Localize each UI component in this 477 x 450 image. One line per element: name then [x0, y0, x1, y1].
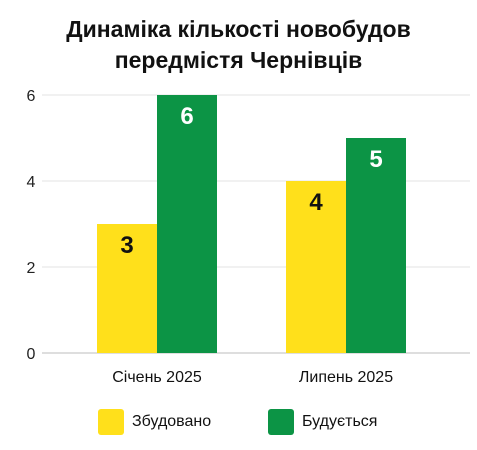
y-axis-tick-labels: 0 2 4 6	[27, 88, 36, 363]
data-label-built-1: 4	[309, 189, 323, 216]
x-tick-label-0: Січень 2025	[112, 369, 202, 386]
bar-chart: 0 2 4 6 3 6 4 5 Січень 2025 Липень 2025	[27, 88, 470, 386]
data-label-under-construction-0: 6	[180, 103, 193, 130]
legend-item-built: Збудовано	[98, 405, 211, 439]
y-tick-label-2: 2	[27, 260, 36, 277]
y-tick-label-4: 4	[27, 174, 36, 191]
legend: Збудовано Будується	[0, 405, 477, 439]
bar-under-construction-0	[157, 95, 217, 353]
legend-swatch-built	[98, 409, 124, 435]
legend-item-under-construction: Будується	[268, 405, 377, 439]
y-tick-label-6: 6	[27, 88, 36, 105]
data-label-under-construction-1: 5	[369, 146, 382, 173]
bars: 3 6 4 5	[97, 95, 406, 353]
chart-title-line-2: передмістя Чернівців	[114, 47, 363, 73]
legend-swatch-under-construction	[268, 409, 294, 435]
bar-built-0	[97, 224, 157, 353]
legend-label-built: Збудовано	[132, 413, 212, 430]
x-axis-tick-labels: Січень 2025 Липень 2025	[112, 369, 393, 386]
bar-under-construction-1	[346, 138, 406, 353]
x-tick-label-1: Липень 2025	[299, 369, 393, 386]
y-tick-label-0: 0	[27, 346, 36, 363]
data-label-built-0: 3	[120, 232, 133, 259]
bar-built-1	[286, 181, 346, 353]
legend-label-under-construction: Будується	[302, 413, 378, 430]
chart-title-line-1: Динаміка кількості новобудов	[66, 16, 411, 42]
chart-title: Динаміка кількості новобудов передмістя …	[0, 14, 477, 76]
